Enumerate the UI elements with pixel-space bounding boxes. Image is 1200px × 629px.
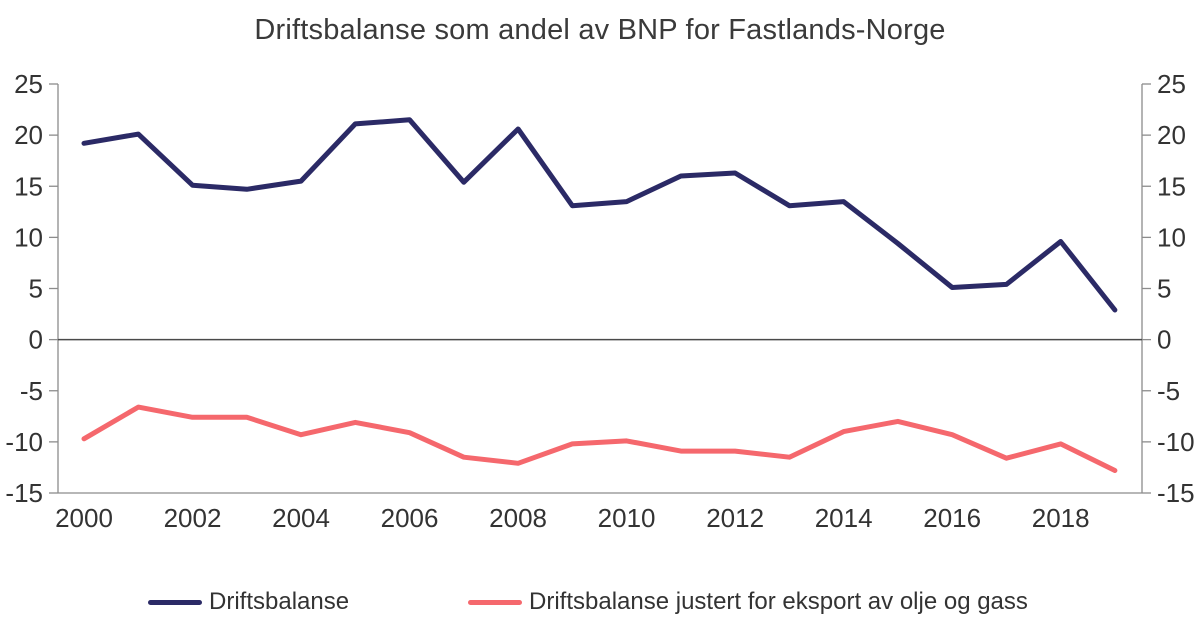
- y-axis-tick-label-left: 25: [14, 69, 43, 99]
- x-axis-tick-label: 2016: [923, 503, 981, 533]
- y-axis-tick-label-left: 5: [29, 274, 43, 304]
- x-axis-tick-label: 2008: [489, 503, 547, 533]
- y-axis-tick-label-right: 10: [1157, 222, 1186, 252]
- x-axis-tick-label: 2018: [1032, 503, 1090, 533]
- y-axis-tick-label-right: -15: [1157, 478, 1195, 508]
- legend-label-driftsbalanse-justert: Driftsbalanse justert for eksport av olj…: [529, 588, 1028, 615]
- y-axis-tick-label-left: 20: [14, 120, 43, 150]
- y-axis-tick-label-left: -5: [20, 376, 43, 406]
- legend-item-driftsbalanse: Driftsbalanse: [148, 586, 349, 618]
- x-axis-tick-label: 2002: [164, 503, 222, 533]
- y-axis-tick-label-right: 25: [1157, 69, 1186, 99]
- y-axis-tick-label-right: 5: [1157, 274, 1171, 304]
- y-axis-tick-label-left: 10: [14, 222, 43, 252]
- legend-item-driftsbalanse-justert: Driftsbalanse justert for eksport av olj…: [468, 586, 1028, 618]
- legend: Driftsbalanse Driftsbalanse justert for …: [0, 586, 1200, 618]
- y-axis-tick-label-right: 15: [1157, 171, 1186, 201]
- x-axis-tick-label: 2014: [815, 503, 873, 533]
- y-axis-tick-label-left: 0: [29, 325, 43, 355]
- chart-title: Driftsbalanse som andel av BNP for Fastl…: [254, 14, 946, 46]
- x-axis-tick-label: 2006: [381, 503, 439, 533]
- y-axis-tick-label-right: 20: [1157, 120, 1186, 150]
- chart-line-driftsbalanse-justert: [81, 404, 1118, 473]
- x-axis-tick-label: 2010: [598, 503, 656, 533]
- y-axis-tick-label-left: 15: [14, 171, 43, 201]
- y-axis-tick-label-left: -15: [5, 478, 43, 508]
- x-axis-tick-label: 2000: [55, 503, 113, 533]
- x-axis-tick-label: 2012: [706, 503, 764, 533]
- y-axis-tick-label-left: -10: [5, 427, 43, 457]
- x-axis-tick-label: 2004: [272, 503, 330, 533]
- chart-line-driftsbalanse: [81, 117, 1118, 313]
- y-axis-tick-label-right: -5: [1157, 376, 1180, 406]
- y-axis-tick-label-right: 0: [1157, 325, 1171, 355]
- y-axis-tick-label-right: -10: [1157, 427, 1195, 457]
- legend-swatch-driftsbalanse-justert: [468, 599, 522, 605]
- legend-label-driftsbalanse: Driftsbalanse: [209, 588, 350, 615]
- legend-swatch-driftsbalanse: [148, 599, 202, 605]
